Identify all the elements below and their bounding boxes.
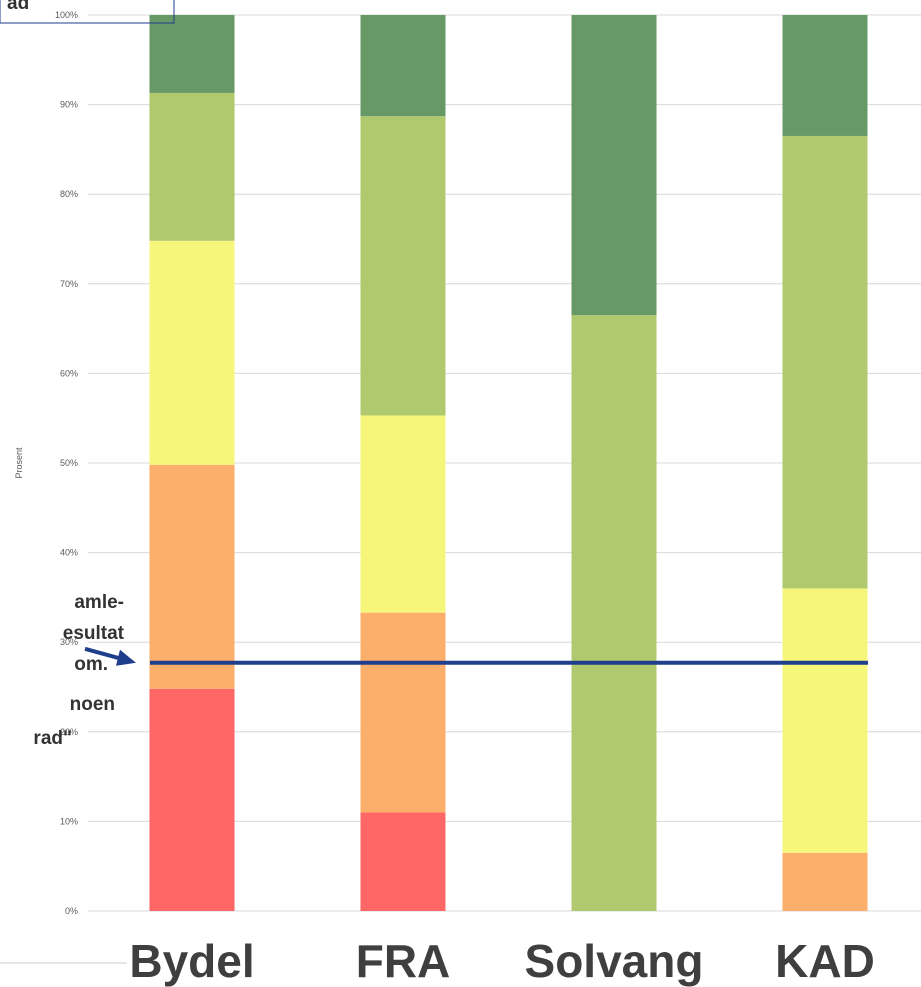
bar-segment	[360, 15, 446, 117]
y-tick-label: 0%	[65, 906, 78, 916]
left-annotation: amle-esultat om. noen rad"	[33, 592, 124, 749]
bar-segment	[571, 15, 657, 316]
y-tick-label: 50%	[60, 458, 78, 468]
y-tick-label: 20%	[60, 727, 78, 737]
bar-segment	[360, 612, 446, 813]
bar-segment	[782, 135, 868, 589]
y-tick-label: 30%	[60, 637, 78, 647]
category-label: Bydel	[129, 935, 254, 987]
bar-segment	[782, 588, 868, 853]
y-tick-label: 100%	[55, 10, 78, 20]
y-tick-label: 10%	[60, 816, 78, 826]
category-label: Solvang	[525, 935, 704, 987]
y-axis-label: Prosent	[14, 447, 24, 479]
left-annotation-line: noen	[70, 694, 115, 715]
bar-segment	[149, 92, 235, 241]
category-label: KAD	[775, 935, 875, 987]
bar-segment	[149, 240, 235, 465]
y-tick-label: 60%	[60, 368, 78, 378]
bar-segment	[782, 852, 868, 911]
left-annotation-line: om.	[74, 654, 108, 675]
bar-segment	[149, 15, 235, 93]
arrow-head	[116, 649, 136, 666]
left-annotation-line: rad"	[33, 728, 72, 749]
y-tick-label: 40%	[60, 548, 78, 558]
y-tick-label: 70%	[60, 279, 78, 289]
bars	[149, 15, 868, 911]
annotation-box-text: ad	[7, 0, 29, 14]
y-tick-label: 80%	[60, 189, 78, 199]
y-tick-label: 90%	[60, 100, 78, 110]
left-annotation-line: amle-	[74, 592, 124, 613]
left-annotation-line: esultat	[63, 623, 125, 644]
bar-segment	[360, 415, 446, 613]
category-label: FRA	[356, 935, 451, 987]
y-axis-ticks: 0% 10% 20% 30% 40% 50% 60% 70% 80% 90% 100%	[55, 10, 78, 916]
bar-segment	[149, 464, 235, 689]
bar-segment	[360, 812, 446, 911]
annotation-box	[0, 0, 175, 24]
bar-segment	[782, 15, 868, 136]
bar-segment	[571, 315, 657, 911]
bar-segment	[149, 688, 235, 911]
bar-segment	[360, 116, 446, 416]
reference-line	[84, 646, 868, 666]
category-labels: Bydel FRA Solvang KAD	[129, 935, 874, 987]
